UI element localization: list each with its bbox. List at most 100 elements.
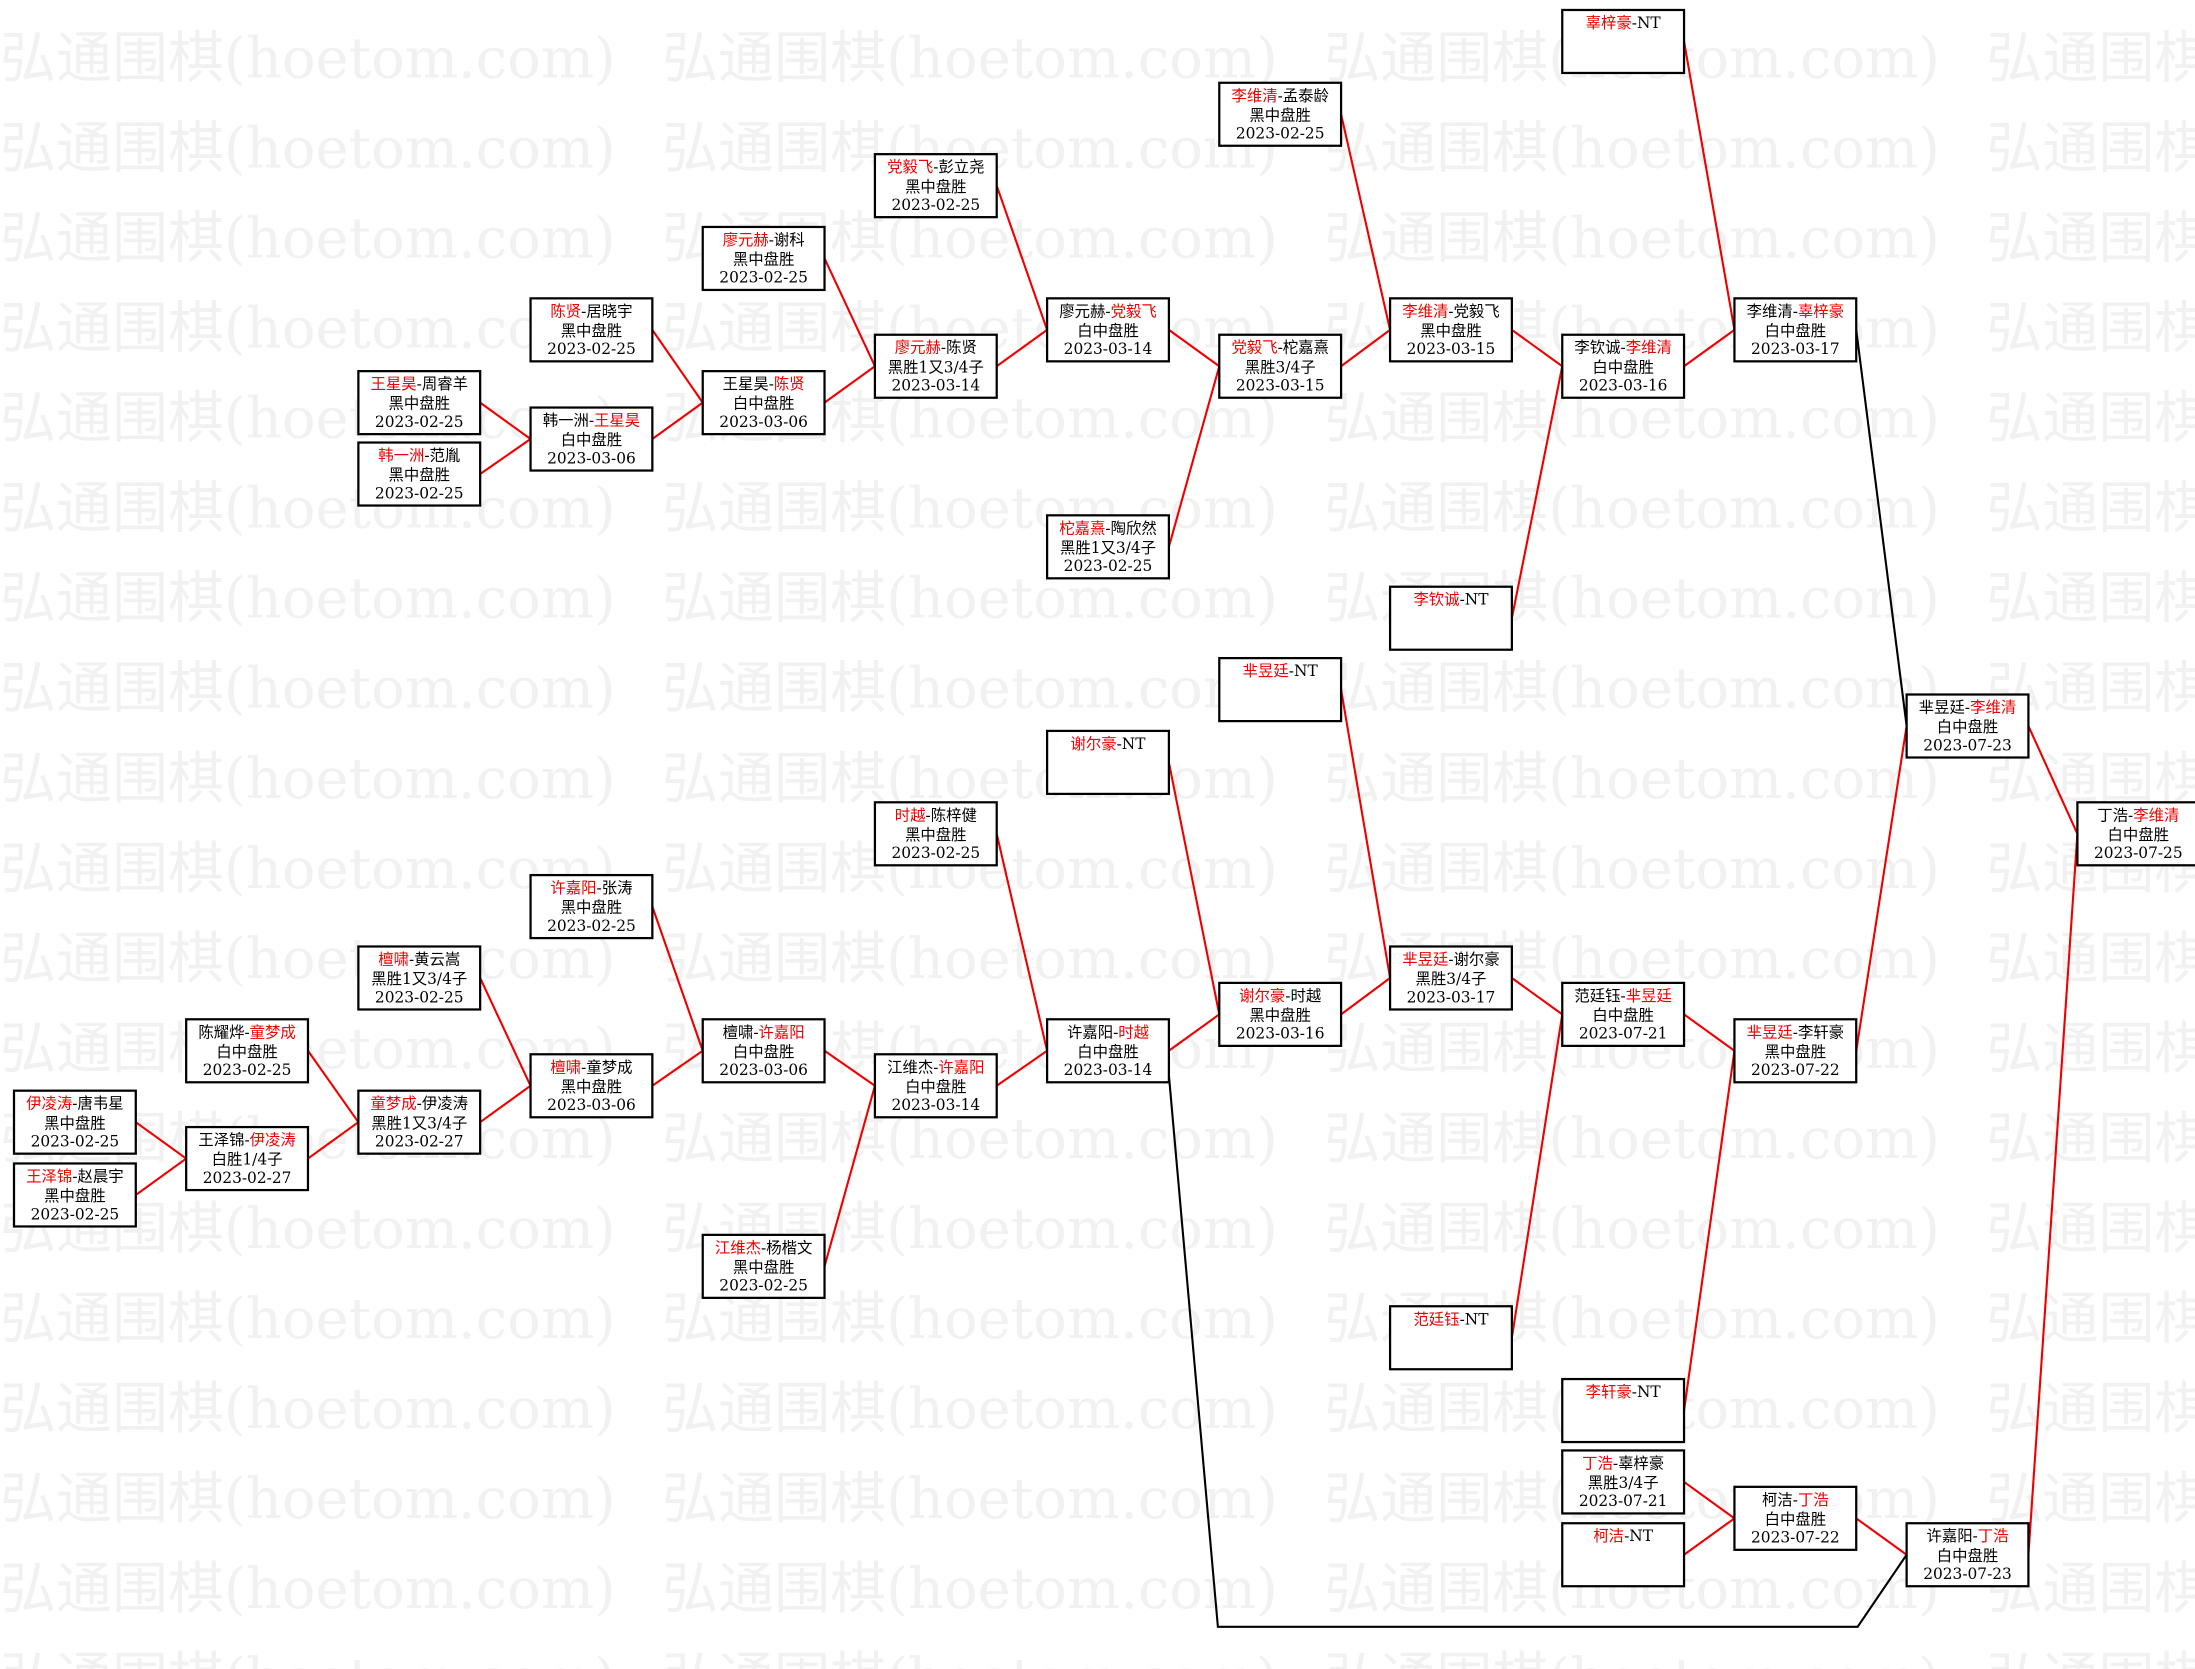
- separator: -: [1632, 14, 1637, 32]
- player-name: 辜梓豪: [1798, 301, 1844, 320]
- connector: [1683, 1481, 1736, 1520]
- separator: -: [1793, 1491, 1798, 1509]
- separator: -: [424, 447, 429, 465]
- watermark: 弘通围棋(hoetom.com): [0, 1377, 616, 1442]
- result: 白中盘胜: [905, 1077, 967, 1096]
- connector: [651, 906, 704, 1052]
- result: 白中盘胜: [733, 1042, 794, 1061]
- date: 2023-02-25: [1064, 557, 1153, 575]
- result: 黑中盘胜: [561, 321, 623, 340]
- player-name: 周睿羊: [422, 375, 468, 393]
- player-name: 张涛: [602, 879, 633, 897]
- connector: [1683, 1013, 1736, 1052]
- date: 2023-02-25: [1236, 125, 1325, 143]
- result: 白中盘胜: [1765, 321, 1827, 340]
- result: 黑胜3/4子: [1588, 1474, 1659, 1492]
- separator: -: [1448, 950, 1453, 968]
- separator: -: [933, 158, 938, 176]
- connector: [1167, 1075, 1908, 1628]
- box: [1733, 1018, 1858, 1084]
- separator: -: [244, 1023, 249, 1041]
- result: 黑中盘胜: [1420, 321, 1481, 340]
- connector: [1340, 689, 1392, 979]
- connector: [996, 1049, 1048, 1087]
- date: 2023-02-27: [375, 1132, 464, 1150]
- connector: [479, 438, 532, 475]
- result: 白中盘胜: [1937, 1546, 1999, 1565]
- watermark: 弘通围棋(hoetom.com): [1324, 1107, 1940, 1172]
- box: [701, 1233, 826, 1299]
- date: 2023-03-16: [1579, 377, 1668, 395]
- player-name: 时越: [895, 806, 926, 824]
- separator: -: [1278, 339, 1283, 357]
- connector: [823, 258, 876, 367]
- connector: [1168, 328, 1220, 368]
- date: 2023-03-14: [891, 1096, 980, 1114]
- watermark: 弘通围棋(hoetom.com): [1986, 207, 2195, 272]
- box: [1218, 656, 1343, 723]
- result: 白中盘胜: [1937, 717, 1999, 736]
- result: 黑胜1又3/4子: [371, 1114, 467, 1132]
- players: 范廷钰-NT: [1413, 1310, 1489, 1328]
- player-name: 芈昱廷: [1919, 699, 1965, 717]
- result: 白中盘胜: [1592, 1005, 1654, 1024]
- players: 柁嘉熹-陶欣然: [1059, 519, 1156, 537]
- player-name: 李轩豪: [1798, 1022, 1844, 1041]
- connector: [307, 1121, 359, 1160]
- matches: 伊凌涛-唐韦星黑中盘胜2023-02-25王泽锦-赵晨宇黑中盘胜2023-02-…: [12, 8, 2195, 1588]
- connector: [651, 1049, 704, 1087]
- player-name: 范廷钰: [1574, 987, 1620, 1005]
- separator: -: [1105, 519, 1110, 537]
- result: 黑中盘胜: [733, 250, 794, 269]
- result: 黑中盘胜: [44, 1186, 105, 1205]
- box: [1218, 981, 1343, 1048]
- box: [357, 370, 482, 436]
- result: 白中盘胜: [216, 1042, 277, 1061]
- separator: -: [933, 1058, 938, 1076]
- connector: [1167, 762, 1221, 1015]
- players: 芈昱廷-NT: [1243, 662, 1319, 680]
- player-name: 廖元赫: [723, 230, 769, 249]
- result: 白胜1/4子: [212, 1151, 283, 1169]
- result: 黑胜1又3/4子: [1060, 539, 1156, 557]
- date: 2023-02-25: [891, 196, 980, 214]
- separator: -: [761, 1239, 766, 1257]
- players: 李维清-孟泰龄: [1231, 87, 1328, 105]
- result: 黑中盘胜: [44, 1113, 105, 1132]
- player-name: 芈昱廷: [1243, 662, 1289, 680]
- watermark: 弘通围棋(hoetom.com): [0, 297, 616, 362]
- watermark: 弘通围棋(hoetom.com): [0, 657, 616, 722]
- separator: -: [417, 1095, 422, 1113]
- watermark: 弘通围棋(hoetom.com): [0, 567, 616, 632]
- box: [1561, 1522, 1686, 1588]
- watermark: 弘通围棋(hoetom.com): [0, 1557, 616, 1622]
- separator: -: [1793, 1023, 1798, 1041]
- date: 2023-03-14: [1064, 1061, 1153, 1079]
- watermark: 弘通围棋(hoetom.com): [0, 927, 616, 992]
- watermark: 弘通围棋(hoetom.com): [0, 1467, 616, 1532]
- separator: -: [1632, 1383, 1637, 1401]
- date: 2023-02-25: [375, 484, 464, 502]
- player-name: 陈梓健: [931, 806, 977, 824]
- players: 芈昱廷-李轩豪: [1747, 1022, 1844, 1041]
- result: 黑中盘胜: [1249, 105, 1311, 124]
- watermark: 弘通围棋(hoetom.com): [662, 477, 1278, 542]
- player-name: 彭立尧: [938, 158, 984, 176]
- match-box: 柯洁-NT: [1561, 1522, 1686, 1588]
- separator: -: [1624, 1527, 1629, 1545]
- connector: [1855, 329, 1908, 727]
- players: 谢尔豪-NT: [1070, 734, 1146, 753]
- players: 王泽锦-伊凌涛: [198, 1131, 295, 1149]
- date: 2023-03-14: [891, 377, 980, 395]
- players: 谢尔豪-时越: [1239, 986, 1321, 1005]
- date: 2023-02-25: [719, 269, 808, 287]
- player-name: 许嘉阳: [759, 1023, 805, 1041]
